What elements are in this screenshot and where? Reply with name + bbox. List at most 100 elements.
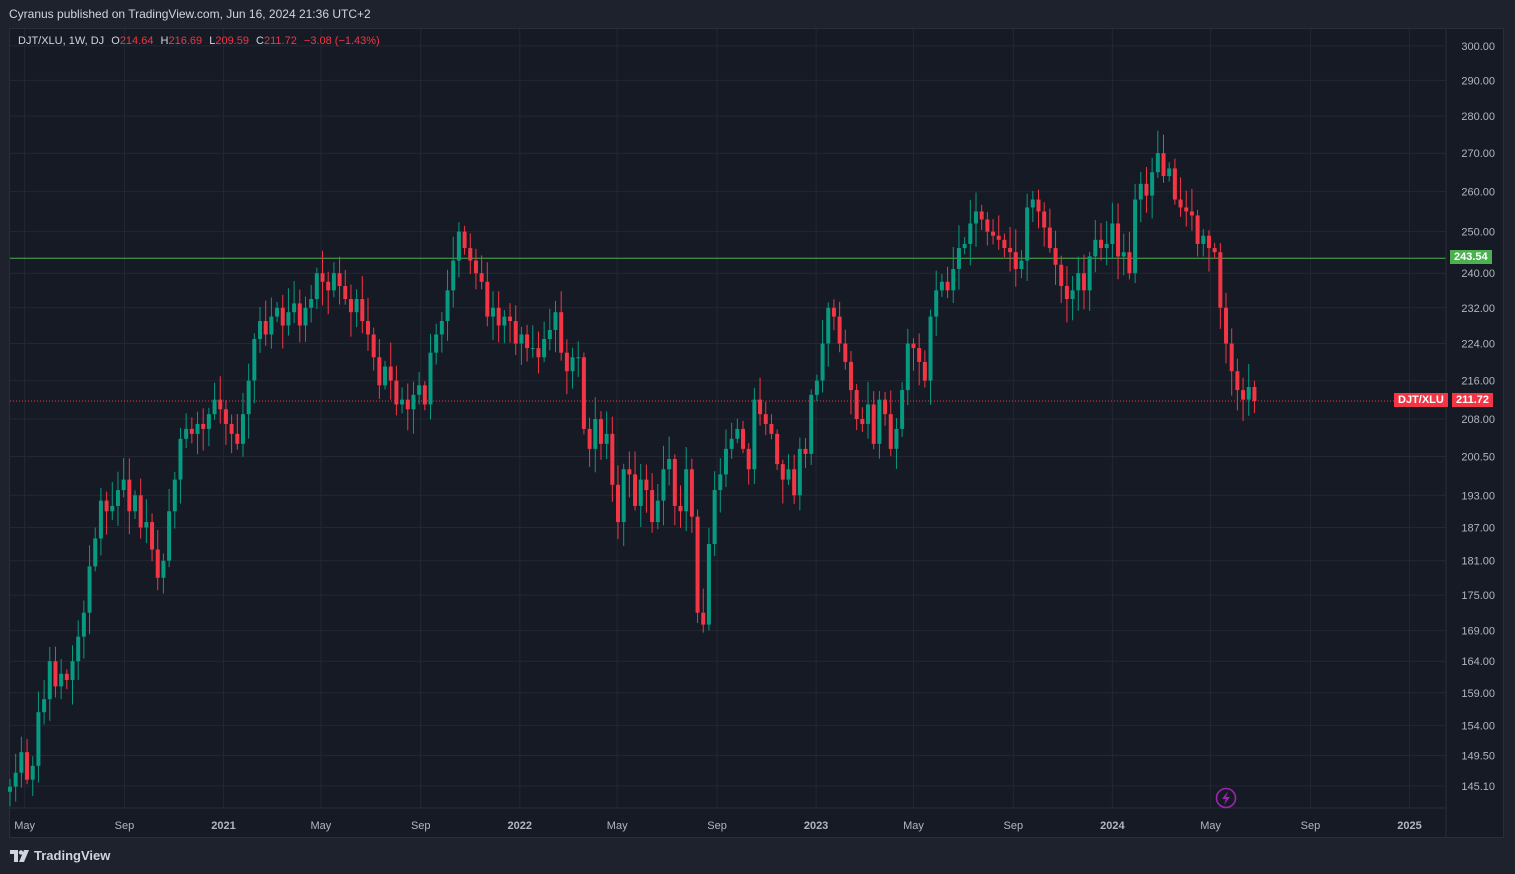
candle [735, 418, 740, 444]
candle-body [1053, 248, 1058, 265]
candle-body [456, 231, 461, 261]
candle [968, 199, 973, 266]
candle [769, 414, 774, 440]
price-tick-label: 216.00 [1461, 376, 1495, 388]
lightning-icon[interactable] [1215, 787, 1237, 809]
candle [718, 458, 723, 513]
chart-panel[interactable] [9, 28, 1504, 838]
candle [167, 488, 172, 568]
time-axis: May Sep 2021 May Sep 2022 May Sep 2023 May Sep 2024… [14, 820, 1421, 832]
candle-body [689, 469, 694, 517]
candle [587, 417, 592, 467]
candle-body [1081, 273, 1086, 291]
candle-body [1201, 235, 1206, 244]
candle-body [553, 312, 558, 330]
candle [786, 454, 791, 486]
candle-body [1229, 343, 1234, 372]
candle [1224, 292, 1229, 364]
candle [490, 291, 495, 340]
candle-body [866, 404, 871, 424]
candle-body [803, 448, 808, 454]
candle-body [121, 479, 126, 491]
candle [161, 553, 166, 594]
candle [246, 363, 251, 439]
candle [616, 465, 621, 539]
candle [1235, 358, 1240, 411]
candle [866, 381, 871, 439]
candle-body [184, 428, 189, 439]
candle [604, 411, 609, 460]
candle-body [445, 290, 450, 322]
candle [746, 443, 751, 485]
candle-body [650, 490, 655, 523]
time-tick-label: Sep [707, 820, 727, 832]
candle-body [1246, 387, 1251, 400]
candle-body [439, 321, 444, 335]
candle [542, 321, 547, 363]
candle [417, 371, 422, 405]
candle [917, 333, 922, 386]
candle-body [246, 380, 251, 415]
candle-body [53, 661, 58, 687]
symbol-info[interactable]: DJT/XLU, 1W, DJ [18, 35, 105, 47]
candle [309, 285, 314, 323]
price-tick-label: 164.00 [1461, 656, 1495, 668]
candle [1252, 380, 1257, 414]
candle-body [945, 281, 950, 291]
candle-body [1161, 153, 1166, 177]
candle [860, 407, 865, 432]
change-value: −3.08 (−1.43%) [303, 35, 380, 47]
candle [803, 437, 808, 469]
tradingview-footer[interactable]: TradingView [10, 848, 110, 863]
candle-body [1224, 307, 1229, 344]
time-tick-label: 2025 [1397, 820, 1421, 832]
candle-body [1195, 215, 1200, 244]
candle [792, 454, 797, 504]
candle [1019, 250, 1024, 279]
candle [837, 301, 842, 353]
candle-body [530, 348, 535, 350]
candle-body [888, 414, 893, 449]
candle [297, 289, 302, 343]
price-tick-label: 260.00 [1461, 187, 1495, 199]
candle-body [667, 459, 672, 470]
price-tick-label: 224.00 [1461, 339, 1495, 351]
candle-body [1235, 371, 1240, 391]
candle-body [110, 505, 115, 512]
candle-body [871, 404, 876, 444]
candle [559, 291, 564, 361]
candle-body [706, 543, 711, 625]
candle [621, 463, 626, 547]
candle-body [42, 699, 47, 713]
candle [184, 413, 189, 449]
candle-body [252, 338, 257, 381]
candle-body [218, 399, 223, 410]
candle [19, 736, 24, 788]
candle [979, 204, 984, 231]
candle [70, 645, 75, 705]
candle-body [1076, 273, 1081, 291]
candle [235, 414, 240, 450]
candle [138, 478, 143, 539]
candle [633, 451, 638, 511]
candle [650, 473, 655, 533]
candle [121, 458, 126, 498]
candle-body [604, 433, 609, 444]
candle [1081, 254, 1086, 310]
candle-body [1013, 252, 1018, 269]
candle [581, 352, 586, 435]
candle-body [860, 419, 865, 424]
candle-body [314, 273, 319, 300]
candle-body [1150, 172, 1155, 196]
candle [195, 411, 200, 455]
time-tick-label: Sep [1004, 820, 1024, 832]
time-tick-label: 2022 [508, 820, 532, 832]
candle-body [223, 409, 228, 424]
candle-body [59, 673, 64, 687]
candle [1121, 233, 1126, 276]
candle-body [309, 299, 314, 308]
candle-body [275, 307, 280, 317]
candle [877, 391, 882, 459]
candle-body [968, 223, 973, 244]
